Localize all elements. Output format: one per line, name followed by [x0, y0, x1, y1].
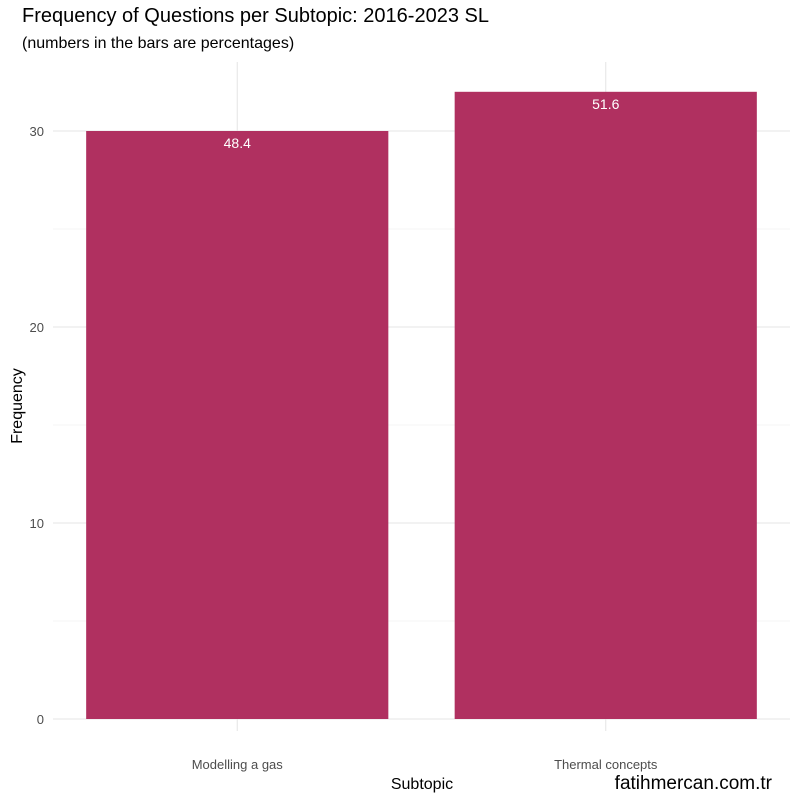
y-tick-labels: 0 10 20 30 [30, 124, 44, 727]
chart-title: Frequency of Questions per Subtopic: 201… [22, 5, 489, 27]
x-tick-label: Modelling a gas [192, 757, 284, 772]
bar-value-label: 51.6 [592, 96, 619, 112]
bars [86, 91, 757, 720]
bar-value-label: 48.4 [224, 135, 251, 151]
y-tick-label: 30 [30, 124, 44, 139]
watermark-text: fatihmercan.com.tr [615, 773, 773, 794]
bar [454, 91, 757, 720]
x-tick-labels: Modelling a gas Thermal concepts [192, 757, 658, 772]
bar [86, 131, 389, 719]
chart-subtitle: (numbers in the bars are percentages) [22, 35, 295, 52]
x-axis-title: Subtopic [391, 776, 453, 793]
x-tick-label: Thermal concepts [554, 757, 658, 772]
bar-labels: 48.4 51.6 [224, 96, 620, 151]
y-tick-label: 20 [30, 320, 44, 335]
y-tick-label: 0 [37, 712, 44, 727]
y-tick-label: 10 [30, 516, 44, 531]
y-axis-title: Frequency [9, 368, 26, 444]
